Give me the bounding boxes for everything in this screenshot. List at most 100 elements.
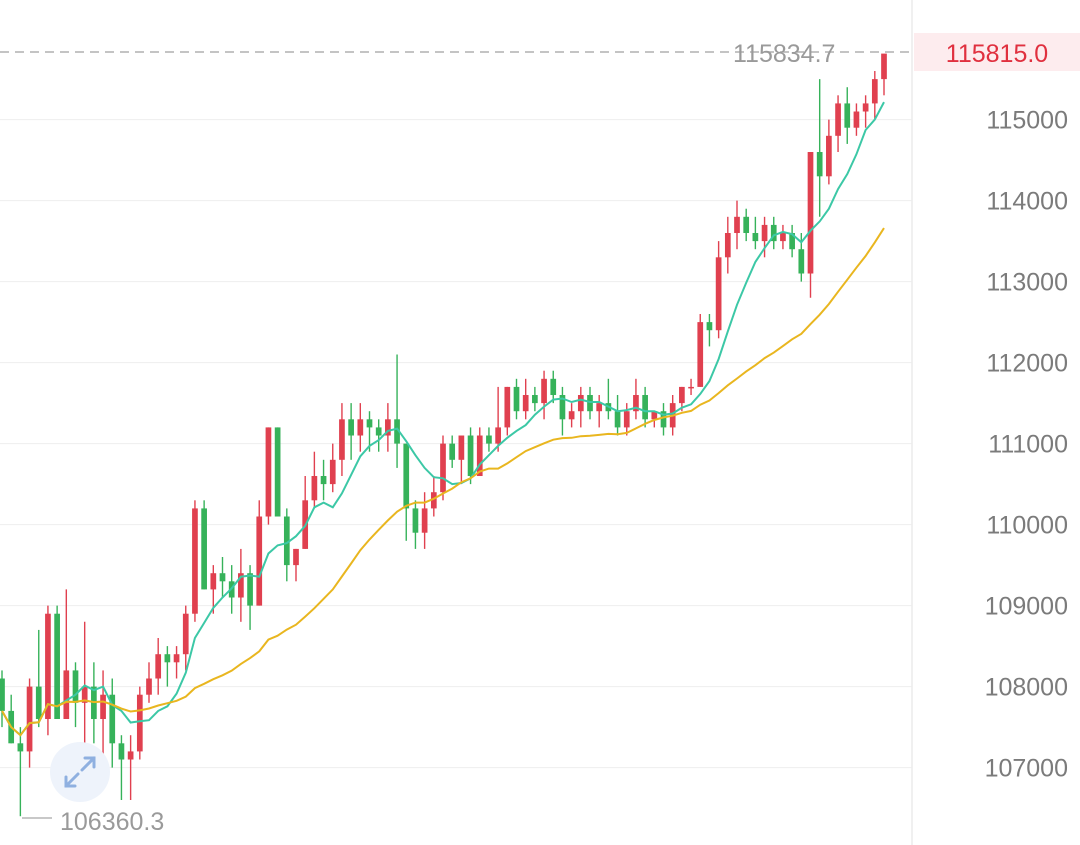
y-tick-label: 108000 <box>985 674 1068 702</box>
candle <box>559 386 566 436</box>
candle-body <box>513 386 520 412</box>
candle-body <box>844 103 851 128</box>
expand-button[interactable] <box>50 742 110 802</box>
candle-body <box>853 111 860 128</box>
candle-body <box>642 395 648 420</box>
candle-body <box>201 508 207 590</box>
candle <box>348 403 354 460</box>
candle-body <box>357 419 364 436</box>
candle-body <box>807 152 814 274</box>
candle-body <box>541 378 547 404</box>
ma-long-line <box>1 227 885 737</box>
candle-body <box>81 686 88 703</box>
candle <box>789 224 795 258</box>
candle-body <box>679 386 685 404</box>
candle <box>623 403 630 436</box>
candle <box>761 216 768 258</box>
candle-body <box>568 411 575 420</box>
candle-body <box>403 443 410 509</box>
candle <box>706 314 713 347</box>
candle <box>587 386 593 420</box>
candle <box>513 378 520 420</box>
y-tick-label: 110000 <box>986 512 1068 540</box>
candle <box>274 427 281 517</box>
candle <box>642 386 648 428</box>
candle-body <box>109 694 116 744</box>
candle <box>164 646 171 687</box>
candle-body <box>596 403 603 412</box>
candle-body <box>871 79 878 104</box>
candle-body <box>274 427 281 517</box>
candle <box>192 500 198 622</box>
candle-body <box>247 573 253 606</box>
candle-body <box>35 686 42 720</box>
y-axis: 107000 108000 109000 110000 111000 112000 1130… <box>985 107 1068 783</box>
candle-body <box>761 224 768 242</box>
candle-body <box>155 654 162 679</box>
candle-body <box>770 224 777 242</box>
candle-body <box>173 654 180 663</box>
candle-body <box>421 508 428 533</box>
candle-body <box>256 516 263 606</box>
candle-body <box>486 435 492 444</box>
candle <box>633 378 639 420</box>
y-tick-label: 112000 <box>986 350 1068 378</box>
candle <box>835 95 841 153</box>
candle-body <box>0 678 5 711</box>
candle-body <box>238 573 244 598</box>
low-price-annotation: 106360.3 <box>60 808 164 836</box>
y-tick-label: 111000 <box>988 431 1068 459</box>
candle <box>467 427 474 485</box>
candle <box>329 443 336 493</box>
candle <box>724 216 731 274</box>
candle <box>780 224 786 250</box>
candle-body <box>697 322 704 387</box>
candle-body <box>26 686 33 752</box>
candle-body <box>375 427 382 436</box>
candle <box>614 395 621 436</box>
candle-body <box>532 395 538 404</box>
candle <box>136 686 143 760</box>
candle-body <box>311 476 318 501</box>
candle <box>385 403 391 452</box>
candle-body <box>724 233 731 258</box>
candle-body <box>798 249 805 274</box>
candle <box>844 87 851 144</box>
candle-body <box>17 743 24 752</box>
candle <box>440 435 446 501</box>
candle <box>688 378 694 396</box>
candle <box>339 403 345 477</box>
candle-body <box>881 53 887 80</box>
grid-layer <box>0 119 912 769</box>
candle <box>357 403 364 452</box>
candle-body <box>734 216 740 234</box>
candle-body <box>789 233 795 250</box>
candle-body <box>265 427 272 517</box>
candle <box>63 589 70 720</box>
candle-body <box>440 443 446 493</box>
candle <box>660 403 667 436</box>
candle-body <box>780 233 786 242</box>
candle <box>826 119 832 185</box>
candle-body <box>715 257 722 331</box>
candle-body <box>412 508 419 533</box>
candle <box>734 200 740 250</box>
candle-body <box>826 135 832 177</box>
candle-body <box>339 419 345 460</box>
y-tick-label: 114000 <box>986 188 1068 216</box>
candle <box>881 53 887 96</box>
candle <box>0 670 5 728</box>
candle <box>697 314 704 387</box>
candle <box>550 370 557 404</box>
candle <box>449 435 456 468</box>
candle <box>311 451 318 509</box>
candle-body <box>348 419 354 436</box>
candle-body <box>577 395 584 412</box>
candle-body <box>146 678 152 695</box>
candle <box>541 370 547 420</box>
candle <box>201 500 207 590</box>
moving-average-layer <box>1 101 885 737</box>
candle <box>173 646 180 679</box>
